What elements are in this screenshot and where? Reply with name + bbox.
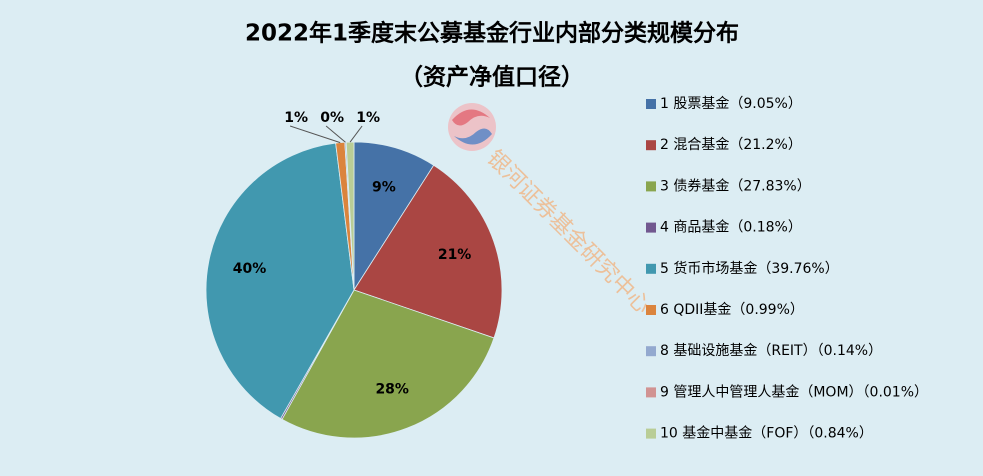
- legend-label: 8 基础设施基金（REIT）（0.14%）: [660, 342, 882, 359]
- data-label: 1%: [356, 110, 380, 126]
- data-label: 9%: [372, 180, 396, 196]
- data-label: 21%: [438, 247, 472, 263]
- legend-swatch: [646, 346, 656, 357]
- legend-swatch: [646, 222, 656, 233]
- legend-label: 2 混合基金（21.2%）: [660, 136, 802, 153]
- legend-swatch: [646, 305, 656, 315]
- legend-label: 10 基金中基金（FOF）（0.84%）: [660, 425, 873, 442]
- leader-line: [325, 125, 346, 143]
- legend-label: 1 股票基金（9.05%）: [660, 95, 802, 112]
- legend-swatch: [646, 387, 656, 398]
- pie-slice: [353, 141, 435, 292]
- legend-label: 6 QDII基金（0.99%）: [660, 301, 804, 318]
- chart-subtitle: （资产净值口径）: [400, 64, 584, 91]
- chart-title: 2022年1季度末公募基金行业内部分类规模分布: [245, 20, 739, 47]
- data-label: 40%: [233, 261, 267, 277]
- legend-label: 3 债券基金（27.83%）: [660, 177, 811, 194]
- legend-label: 4 商品基金（0.18%）: [660, 219, 802, 236]
- data-label: 28%: [375, 381, 409, 397]
- leader-line: [289, 125, 341, 144]
- leader-line: [349, 125, 363, 143]
- legend-swatch: [646, 181, 656, 192]
- legend-swatch: [646, 99, 656, 109]
- logo: [448, 103, 496, 151]
- legend-swatch: [646, 140, 656, 151]
- legend-label: 5 货币市场基金（39.76%）: [660, 260, 839, 277]
- data-label: 0%: [320, 110, 344, 126]
- pie-slice: [353, 164, 503, 339]
- pie-slice: [205, 142, 355, 420]
- data-label: 1%: [284, 110, 308, 126]
- legend-label: 9 管理人中管理人基金（MOM）（0.01%）: [660, 383, 928, 400]
- legend-swatch: [646, 428, 656, 439]
- legend-swatch: [646, 263, 656, 274]
- pie-slice: [345, 141, 355, 291]
- pie-slice: [281, 289, 495, 439]
